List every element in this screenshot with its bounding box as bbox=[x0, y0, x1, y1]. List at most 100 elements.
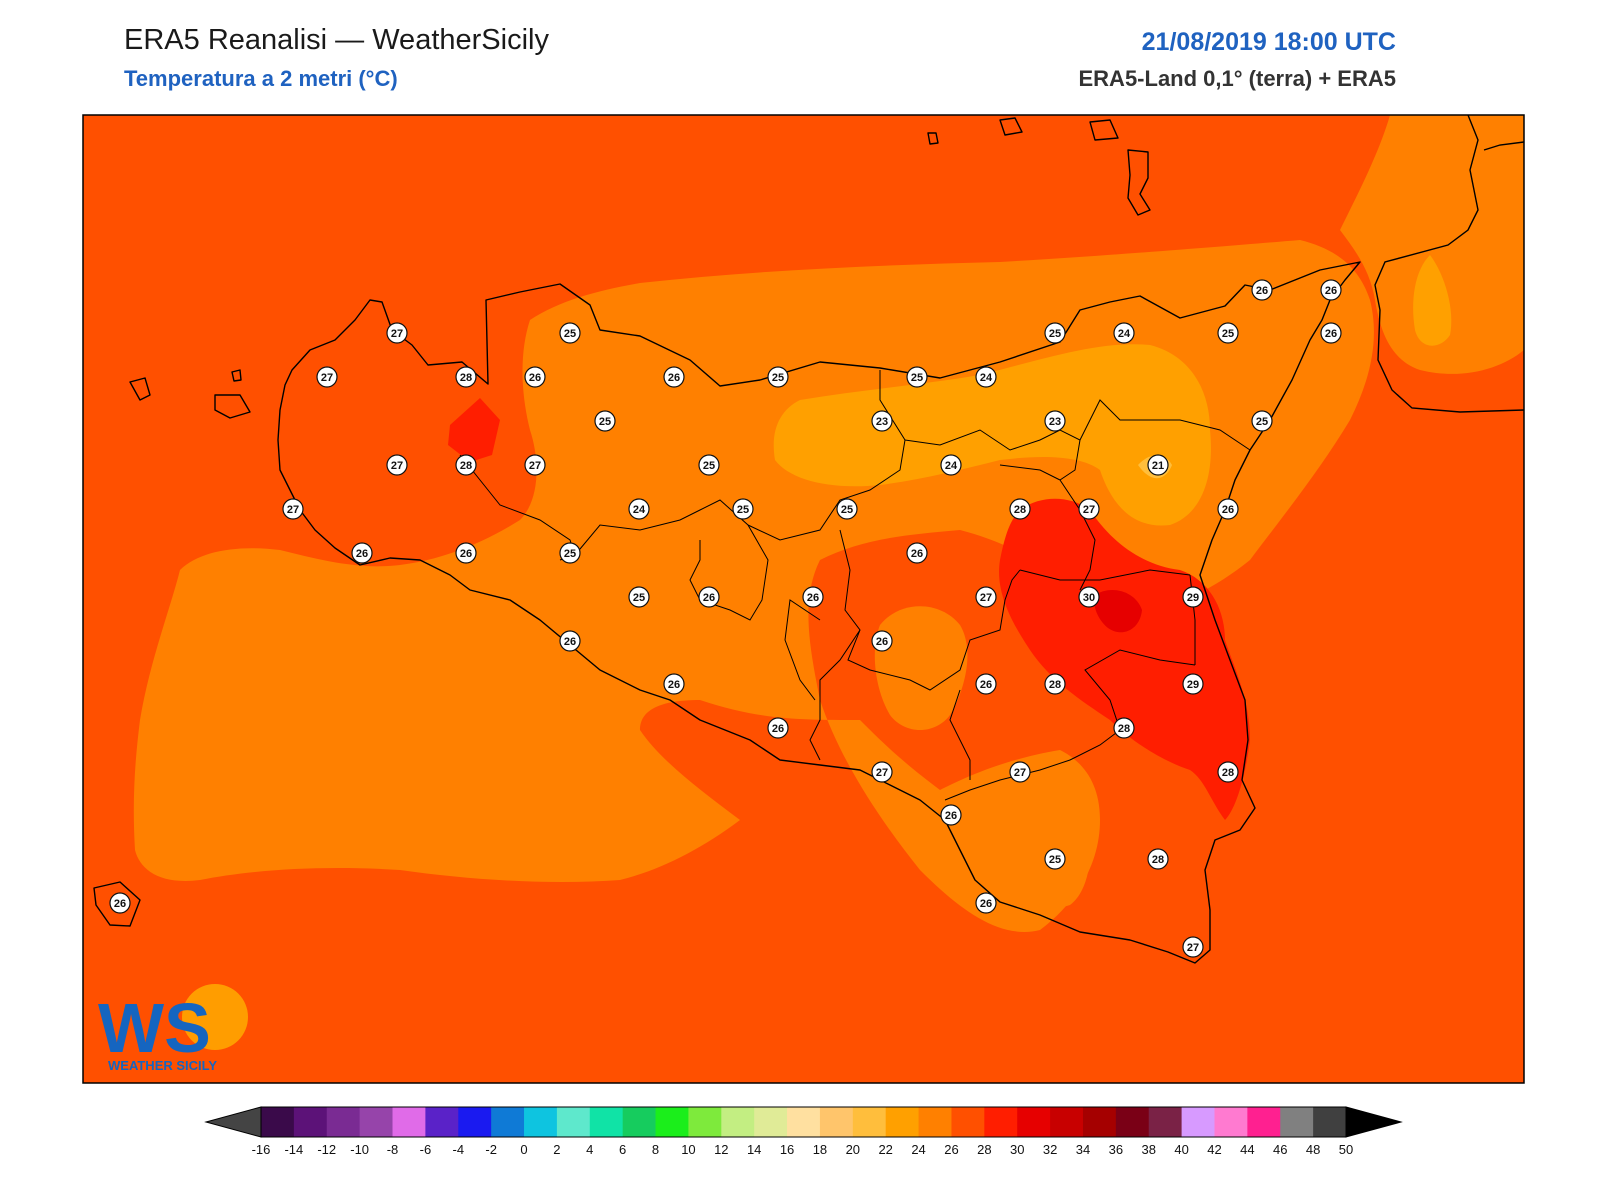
station-marker bbox=[871, 410, 893, 432]
logo-mark: WS bbox=[98, 989, 211, 1067]
colorbar-tick-label: 26 bbox=[944, 1142, 958, 1157]
field-22-24-north bbox=[773, 344, 1211, 526]
station-value: 26 bbox=[1325, 285, 1337, 297]
colorbar-tick-label: 24 bbox=[911, 1142, 925, 1157]
station-label: 26 bbox=[1251, 279, 1273, 301]
station-value: 24 bbox=[633, 504, 646, 516]
station-label: 26 bbox=[940, 804, 962, 826]
colorbar-over-arrow bbox=[1345, 1106, 1403, 1138]
colorbar-tick-label: 0 bbox=[520, 1142, 527, 1157]
station-value: 25 bbox=[633, 592, 645, 604]
colorbar-bin bbox=[951, 1107, 985, 1137]
station-value: 24 bbox=[1118, 328, 1131, 340]
colorbar-tick-label: 38 bbox=[1141, 1142, 1155, 1157]
station-value: 26 bbox=[980, 679, 992, 691]
colorbar-bin bbox=[885, 1107, 920, 1137]
colorbar-bin bbox=[984, 1107, 1018, 1137]
temperature-colorbar: -16 -14 -12 -10 -8 -6 -4 -2 0 2 4 6 8 10 12 14 16 18 20 22 2… bbox=[204, 1106, 1403, 1157]
station-marker bbox=[628, 498, 650, 520]
station-marker bbox=[906, 366, 928, 388]
station-marker bbox=[594, 410, 616, 432]
station-label: 27 bbox=[1182, 936, 1204, 958]
station-label: 24 bbox=[1113, 322, 1135, 344]
station-marker bbox=[1217, 322, 1239, 344]
station-marker bbox=[524, 366, 546, 388]
station-label: 26 bbox=[663, 366, 685, 388]
station-label: 25 bbox=[767, 366, 789, 388]
station-marker bbox=[1044, 848, 1066, 870]
station-value: 27 bbox=[1187, 942, 1199, 954]
station-marker bbox=[975, 586, 997, 608]
station-marker bbox=[1251, 410, 1273, 432]
station-value: 27 bbox=[287, 504, 299, 516]
colorbar-bin bbox=[392, 1107, 426, 1137]
station-value: 28 bbox=[1152, 854, 1164, 866]
station-marker bbox=[628, 586, 650, 608]
station-value: 27 bbox=[391, 460, 403, 472]
colorbar-tick-label: 4 bbox=[586, 1142, 593, 1157]
station-label: 29 bbox=[1182, 673, 1204, 695]
station-marker bbox=[351, 542, 373, 564]
station-labels: 27 27 28 26 25 26 25 25 24 25 24 25 26 26 26 25 23 23 25 27… bbox=[109, 279, 1342, 958]
colorbar-bin bbox=[1247, 1107, 1281, 1137]
colorbar-under-arrow bbox=[204, 1106, 262, 1138]
colorbar-tick-label: -16 bbox=[252, 1142, 271, 1157]
station-label: 27 bbox=[1078, 498, 1100, 520]
colorbar-bin bbox=[589, 1107, 624, 1137]
station-label: 25 bbox=[698, 454, 720, 476]
station-label: 26 bbox=[871, 630, 893, 652]
station-label: 26 bbox=[524, 366, 546, 388]
station-value: 24 bbox=[980, 372, 993, 384]
colorbar-bin bbox=[754, 1107, 788, 1137]
station-label: 26 bbox=[1217, 498, 1239, 520]
station-value: 27 bbox=[529, 460, 541, 472]
field-24-26-northeast bbox=[1340, 115, 1524, 374]
station-value: 26 bbox=[529, 372, 541, 384]
colorbar-tick-label: 32 bbox=[1043, 1142, 1057, 1157]
colorbar-tick-label: 6 bbox=[619, 1142, 626, 1157]
station-value: 27 bbox=[391, 328, 403, 340]
colorbar-bin bbox=[819, 1107, 854, 1137]
station-value: 26 bbox=[114, 898, 126, 910]
colorbar-bin bbox=[524, 1107, 558, 1137]
colorbar-bin bbox=[458, 1107, 492, 1137]
colorbar-bin bbox=[622, 1107, 657, 1137]
station-marker bbox=[802, 586, 824, 608]
station-marker bbox=[698, 586, 720, 608]
station-marker bbox=[1113, 322, 1135, 344]
station-marker bbox=[975, 366, 997, 388]
station-marker bbox=[455, 454, 477, 476]
station-value: 26 bbox=[876, 636, 888, 648]
station-marker bbox=[1182, 936, 1204, 958]
station-label: 25 bbox=[559, 322, 581, 344]
colorbar-tick-label: 18 bbox=[813, 1142, 827, 1157]
station-marker bbox=[1217, 761, 1239, 783]
station-label: 28 bbox=[1044, 673, 1066, 695]
colorbar-tick-label: 12 bbox=[714, 1142, 728, 1157]
station-marker bbox=[663, 673, 685, 695]
station-marker bbox=[1182, 586, 1204, 608]
station-marker bbox=[109, 892, 131, 914]
station-marker bbox=[1113, 717, 1135, 739]
station-label: 28 bbox=[1009, 498, 1031, 520]
station-marker bbox=[316, 366, 338, 388]
field-28-30-west bbox=[448, 398, 500, 462]
station-label: 26 bbox=[802, 586, 824, 608]
station-marker bbox=[1320, 279, 1342, 301]
colorbar-tick-label: -10 bbox=[350, 1142, 369, 1157]
station-label: 27 bbox=[524, 454, 546, 476]
field-24-26-southeast bbox=[978, 801, 1090, 909]
station-value: 26 bbox=[980, 898, 992, 910]
station-value: 25 bbox=[564, 548, 576, 560]
station-label: 26 bbox=[559, 630, 581, 652]
station-label: 25 bbox=[732, 498, 754, 520]
station-marker bbox=[767, 366, 789, 388]
colorbar-bin bbox=[425, 1107, 459, 1137]
station-label: 28 bbox=[455, 366, 477, 388]
colorbar-bin bbox=[655, 1107, 689, 1137]
station-value: 30 bbox=[1083, 592, 1095, 604]
colorbar-bin bbox=[918, 1107, 952, 1137]
colorbar-tick-label: 2 bbox=[553, 1142, 560, 1157]
station-label: 27 bbox=[871, 761, 893, 783]
station-marker bbox=[1078, 498, 1100, 520]
